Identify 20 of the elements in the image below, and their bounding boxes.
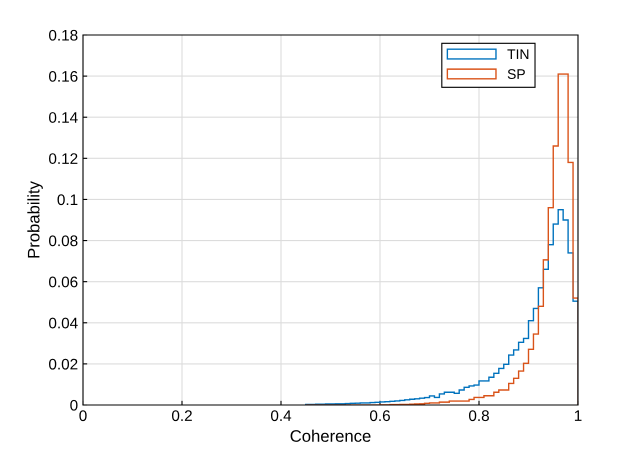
y-tick-label: 0 bbox=[70, 400, 78, 411]
x-tick-label: 0.4 bbox=[270, 410, 292, 422]
y-tick-label: 0.1 bbox=[58, 194, 78, 206]
y-tick-label: 0.12 bbox=[49, 153, 78, 164]
y-tick-label: 0.04 bbox=[49, 318, 78, 328]
y-tick-label: 0.02 bbox=[49, 358, 78, 370]
y-tick-label: 0.14 bbox=[49, 112, 78, 123]
legend-label: TIN bbox=[507, 49, 528, 59]
x-tick-label: 0.6 bbox=[370, 410, 390, 422]
y-tick-label: 0.16 bbox=[49, 70, 78, 82]
x-axis-title: Coherence bbox=[290, 430, 371, 442]
x-tick-label: 0 bbox=[79, 410, 87, 422]
y-tick-label: 0.18 bbox=[49, 30, 78, 41]
y-tick-label: 0.06 bbox=[49, 276, 78, 288]
x-tick-label: 1 bbox=[574, 410, 582, 421]
legend-label: SP bbox=[508, 69, 525, 79]
x-tick-label: 0.2 bbox=[172, 410, 192, 422]
y-axis-title: Probability bbox=[27, 181, 43, 258]
y-tick-label: 0.08 bbox=[49, 235, 78, 246]
x-tick-label: 0.8 bbox=[468, 410, 489, 422]
